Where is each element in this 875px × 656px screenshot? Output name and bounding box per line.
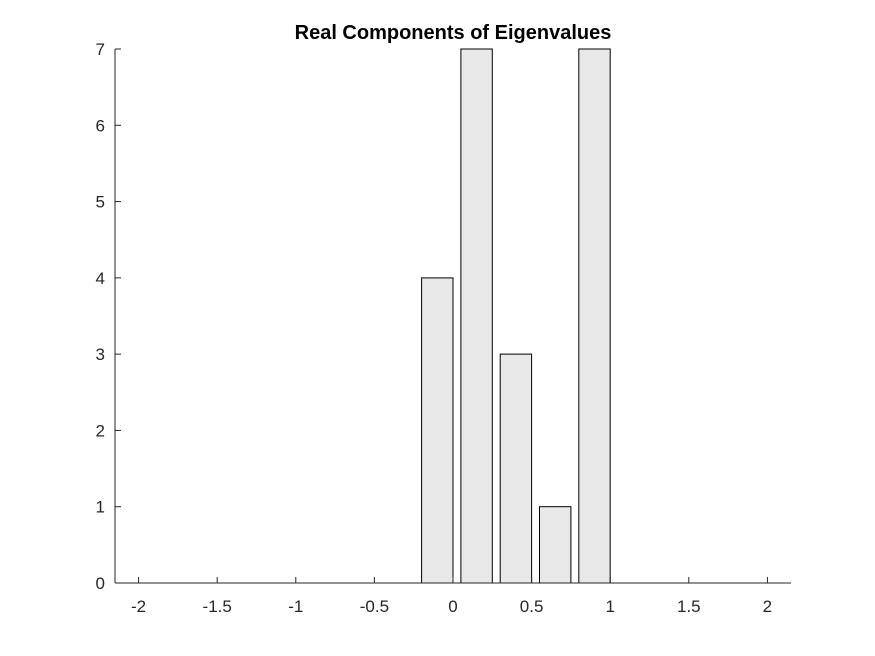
y-tick-label: 3 [96,345,105,364]
x-tick-label: -0.5 [360,597,389,616]
histogram-bar [421,277,454,584]
x-ticks-group: -2 -1.5 -1 -0.5 0 0.5 1 1.5 2 [131,577,772,616]
x-tick-label: 0 [448,597,457,616]
y-tick-label: 2 [96,421,105,440]
x-tick-label: 1 [605,597,614,616]
y-tick-label: 0 [96,574,105,593]
y-tick-label: 5 [96,193,105,212]
y-tick-label: 4 [96,269,105,288]
histogram-bar [578,48,611,584]
bars-group [421,48,611,584]
histogram-bar [460,48,493,584]
x-tick-label: 2 [763,597,772,616]
x-tick-label: 1.5 [677,597,701,616]
x-tick-label: -2 [131,597,146,616]
histogram-bar [499,353,533,584]
y-tick-label: 1 [96,498,105,517]
histogram-bar [539,506,572,584]
x-tick-label: -1.5 [203,597,232,616]
y-ticks-group: 0 1 2 3 4 5 6 7 [96,40,121,593]
y-tick-label: 6 [96,116,105,135]
y-tick-label: 7 [96,40,105,59]
x-tick-label: -1 [288,597,303,616]
chart-title: Real Components of Eigenvalues [295,22,612,44]
x-tick-label: 0.5 [520,597,544,616]
